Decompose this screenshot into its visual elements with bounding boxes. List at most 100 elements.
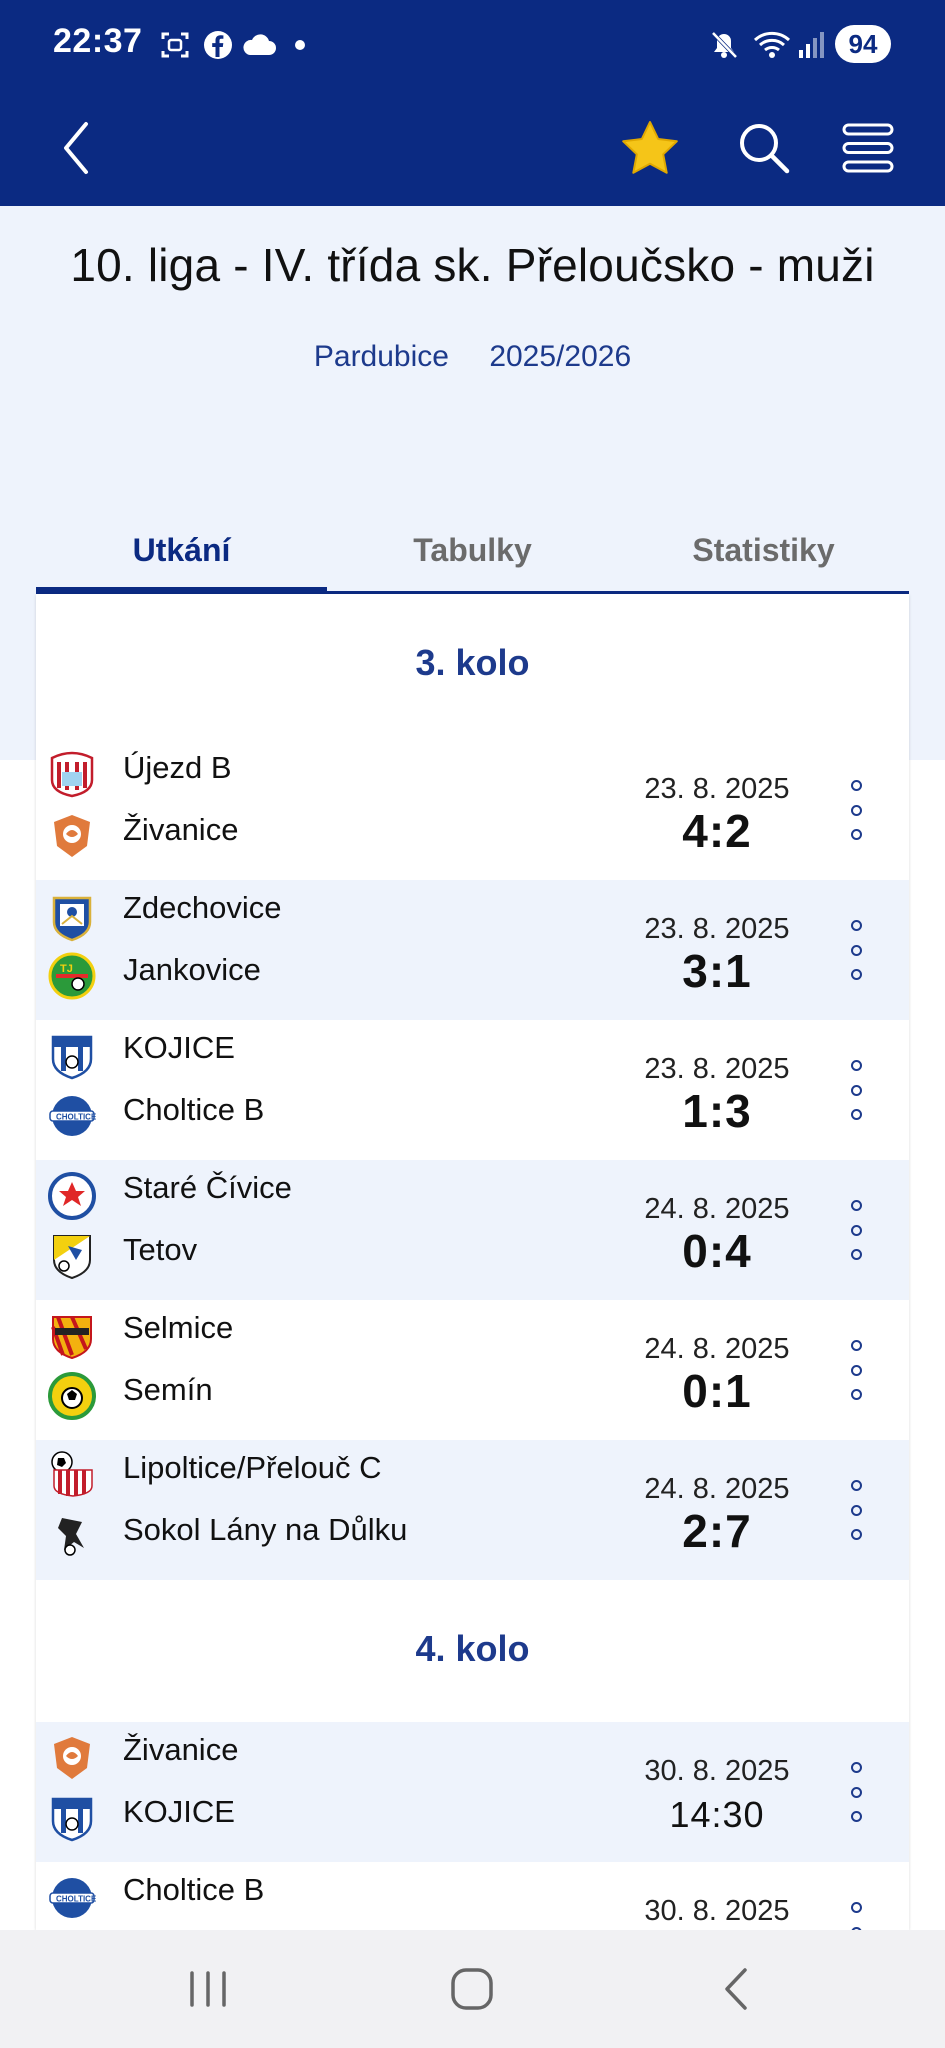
star-icon: [622, 121, 678, 174]
match-row[interactable]: Selmice Semín 24. 8. 2025 0:1: [36, 1300, 909, 1440]
team-crest-icon: [48, 1372, 96, 1420]
search-icon: [740, 124, 790, 174]
more-options-icon[interactable]: [841, 1340, 871, 1400]
signal-icon: [796, 28, 826, 62]
more-options-icon[interactable]: [841, 780, 871, 840]
match-kickoff-time: 14:30: [669, 1794, 765, 1835]
svg-text:CHOLTICE: CHOLTICE: [56, 1895, 96, 1904]
team-crest-icon: [58, 1518, 84, 1556]
system-back-button[interactable]: [692, 1954, 782, 2024]
more-options-icon[interactable]: [841, 1060, 871, 1120]
tab-statistiky[interactable]: Statistiky: [692, 532, 835, 568]
league-season[interactable]: 2025/2026: [489, 340, 632, 373]
team-crest-icon: [52, 896, 92, 942]
system-nav-bar: [0, 1930, 945, 2048]
match-row[interactable]: Újezd B Živanice 23. 8. 2025 4:2: [36, 740, 909, 880]
match-date: 24. 8. 2025: [644, 1333, 790, 1365]
app-bar: [0, 88, 945, 206]
home-button[interactable]: [427, 1954, 517, 2024]
away-team: Semín: [123, 1372, 213, 1407]
chevron-left-icon: [64, 122, 88, 174]
team-crest-icon: [53, 1235, 91, 1280]
tab-utkani[interactable]: Utkání: [132, 532, 231, 568]
match-score: 0:1: [682, 1365, 752, 1417]
home-team: Zdechovice: [123, 890, 282, 925]
away-team: Tetov: [123, 1232, 198, 1267]
team-crest-icon: [51, 1797, 93, 1842]
match-row[interactable]: Lipoltice/Přelouč C Sokol Lány na Důlku …: [36, 1440, 909, 1580]
away-team: Jankovice: [123, 952, 261, 987]
svg-text:CHOLTICE: CHOLTICE: [56, 1113, 96, 1122]
round-title: 4. kolo: [415, 1628, 530, 1669]
team-crest-icon: [51, 1316, 92, 1360]
round-title: 3. kolo: [415, 642, 530, 683]
home-team: Újezd B: [123, 750, 232, 785]
screenshot-icon: [158, 28, 192, 62]
more-options-icon[interactable]: [841, 1902, 871, 1930]
league-title: 10. liga - IV. třída sk. Přeloučsko - mu…: [70, 239, 875, 291]
league-subline: Pardubice 2025/2026: [0, 340, 945, 374]
menu-icon: [842, 123, 894, 173]
active-tab-indicator: [36, 587, 327, 594]
search-button[interactable]: [724, 108, 804, 188]
back-icon: [725, 1968, 747, 2010]
home-team: Lipoltice/Přelouč C: [123, 1450, 382, 1485]
notification-dot-icon: [293, 28, 307, 62]
team-crest-icon: [51, 1035, 93, 1080]
match-row[interactable]: CHOLTICE Choltice B 30. 8. 2025: [36, 1862, 909, 1930]
match-row[interactable]: Staré Čívice Tetov 24. 8. 2025 0:4: [36, 1160, 909, 1300]
home-team: Staré Čívice: [123, 1170, 292, 1205]
match-date: 23. 8. 2025: [644, 913, 790, 945]
tab-bar: Utkání Tabulky Statistiky: [36, 510, 909, 594]
away-team: Choltice B: [123, 1092, 265, 1127]
more-options-icon[interactable]: [841, 920, 871, 980]
match-date: 30. 8. 2025: [644, 1895, 790, 1927]
team-crest-icon: [54, 815, 90, 857]
recent-apps-icon: [190, 1971, 226, 2007]
recent-apps-button[interactable]: [163, 1954, 253, 2024]
team-crest-icon: CHOLTICE: [49, 1096, 96, 1136]
match-score: 4:2: [682, 805, 752, 857]
more-options-icon[interactable]: [841, 1480, 871, 1540]
svg-text:TJ: TJ: [60, 963, 73, 975]
match-row[interactable]: KOJICE CHOLTICE Choltice B 23. 8. 2025 1…: [36, 1020, 909, 1160]
home-icon: [451, 1968, 493, 2010]
back-button[interactable]: [36, 108, 116, 188]
team-crest-icon: [48, 1172, 96, 1220]
team-crest-icon: TJ: [48, 952, 96, 1000]
more-options-icon[interactable]: [841, 1200, 871, 1260]
home-team: KOJICE: [123, 1030, 235, 1065]
match-score: 2:7: [682, 1505, 752, 1557]
league-region[interactable]: Pardubice: [313, 340, 449, 373]
match-date: 24. 8. 2025: [644, 1473, 790, 1505]
cloud-icon: [240, 28, 278, 62]
team-crest-icon: [50, 751, 94, 798]
home-team: Selmice: [123, 1310, 234, 1345]
facebook-icon: [201, 28, 235, 62]
match-row[interactable]: Zdechovice TJ Jankovice 23. 8. 2025 3:1: [36, 880, 909, 1020]
team-crest-icon: [51, 1451, 93, 1497]
status-bar: 22:37 94: [0, 0, 945, 88]
wifi-icon: [752, 28, 792, 62]
tab-tabulky[interactable]: Tabulky: [413, 532, 532, 568]
mute-icon: [706, 28, 742, 62]
team-crest-icon: CHOLTICE: [49, 1878, 96, 1918]
battery-indicator: 94: [835, 25, 891, 63]
matches-card: 3. kolo Újezd B Živanice 23. 8. 2025 4:2…: [36, 594, 909, 1930]
match-date: 30. 8. 2025: [644, 1755, 790, 1787]
away-team: KOJICE: [123, 1794, 235, 1829]
match-date: 23. 8. 2025: [644, 1053, 790, 1085]
top-bar: 22:37 94: [0, 0, 945, 206]
away-team: Živanice: [123, 812, 239, 847]
menu-button[interactable]: [828, 108, 908, 188]
home-team: Živanice: [123, 1732, 239, 1767]
more-options-icon[interactable]: [841, 1762, 871, 1822]
match-score: 3:1: [682, 945, 752, 997]
match-date: 24. 8. 2025: [644, 1193, 790, 1225]
favorite-button[interactable]: [610, 108, 690, 188]
away-team: Sokol Lány na Důlku: [123, 1512, 408, 1547]
match-score: 1:3: [682, 1085, 752, 1137]
match-row[interactable]: Živanice KOJICE 30. 8. 2025 14:30: [36, 1722, 909, 1862]
home-team: Choltice B: [123, 1872, 265, 1907]
tab-divider: [36, 591, 909, 594]
